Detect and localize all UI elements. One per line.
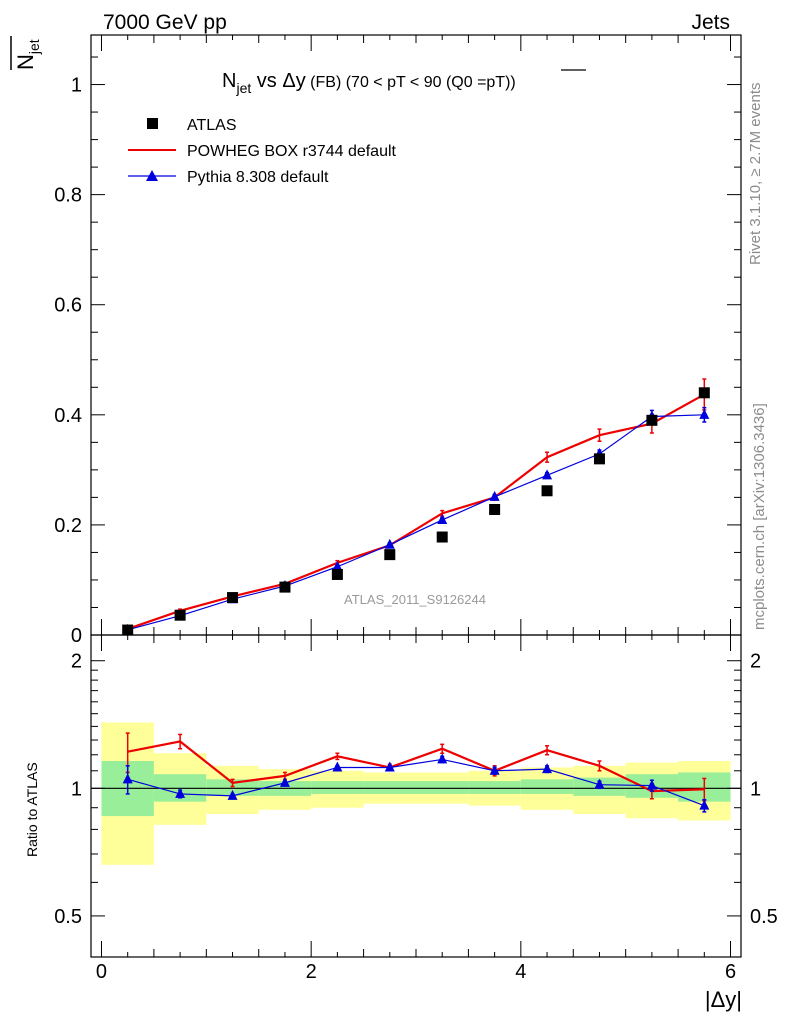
svg-text:Njet: Njet bbox=[13, 39, 42, 70]
title-over: pT bbox=[486, 74, 505, 91]
title-end: )) bbox=[505, 74, 516, 91]
ratio-pythia-point bbox=[699, 799, 710, 810]
atlas-point bbox=[489, 503, 501, 515]
ratio-pythia-point bbox=[489, 764, 500, 775]
atlas-point bbox=[331, 568, 343, 580]
y-label-main: N bbox=[13, 54, 38, 70]
pythia-point bbox=[489, 490, 500, 501]
x-tick-label: 2 bbox=[306, 961, 317, 983]
main-y-tick-label: 0.2 bbox=[54, 515, 82, 537]
axes: 0 0.2 0.4 0.6 0.8 1 0.5 0.5 1 1 2 2 0 2 4 6 bbox=[54, 34, 778, 983]
atlas-point bbox=[541, 485, 553, 497]
ratio-pythia-point bbox=[332, 761, 343, 772]
legend-pythia-marker bbox=[146, 170, 158, 181]
mcplots-source-label: mcplots.cern.ch [arXiv:1306.3436] bbox=[751, 403, 768, 630]
title-vs: vs bbox=[251, 70, 282, 92]
ratio-panel-series bbox=[122, 732, 710, 813]
pythia-point bbox=[332, 560, 343, 571]
rivet-version-label: Rivet 3.1.10, ≥ 2.7M events bbox=[747, 83, 764, 266]
ratio-y-axis-label: Ratio to ATLAS bbox=[24, 762, 40, 857]
ratio-y-tick-label-left: 0.5 bbox=[54, 906, 82, 928]
ratio-band-inner bbox=[416, 781, 469, 794]
y-label-sub: jet bbox=[26, 39, 42, 55]
plot-title: Njet vs Δy (FB) (70 < pT < 90 (Q0 =pT)) bbox=[222, 69, 586, 96]
ratio-band-inner bbox=[206, 779, 259, 796]
main-y-tick-label: 1 bbox=[71, 75, 82, 97]
atlas-point bbox=[698, 387, 710, 399]
legend-atlas-label: ATLAS bbox=[187, 117, 237, 134]
main-y-axis-label: Njet bbox=[10, 36, 42, 70]
ratio-pythia-point bbox=[384, 761, 395, 772]
pythia-point bbox=[699, 408, 710, 419]
ratio-y-tick-label-left: 2 bbox=[71, 651, 82, 673]
main-y-tick-label: 0.6 bbox=[54, 295, 82, 317]
legend-pythia-label: Pythia 8.308 default bbox=[187, 169, 329, 186]
x-tick-label: 4 bbox=[515, 961, 526, 983]
ratio-y-tick-label-right: 1 bbox=[750, 778, 761, 800]
pythia-point bbox=[542, 469, 553, 480]
process-label: Jets bbox=[691, 11, 730, 34]
legend-powheg-label: POWHEG BOX r3744 default bbox=[187, 143, 397, 160]
x-tick-label: 6 bbox=[725, 961, 736, 983]
svg-text:Njet vs Δy (FB) (70 < pT < 90: Njet vs Δy (FB) (70 < pT < 90 (Q0 =pT)) bbox=[222, 70, 516, 96]
ratio-pythia-point bbox=[279, 776, 290, 787]
legend-atlas-marker bbox=[147, 118, 158, 129]
ratio-pythia-point bbox=[594, 778, 605, 789]
ratio-band-inner bbox=[520, 779, 574, 794]
ratio-band-inner bbox=[363, 781, 416, 794]
powheg-line bbox=[127, 393, 705, 630]
pythia-point bbox=[384, 538, 395, 549]
pythia-point bbox=[437, 513, 448, 524]
analysis-watermark: ATLAS_2011_S9126244 bbox=[344, 592, 486, 607]
title-var: Δy bbox=[282, 70, 305, 92]
atlas-point bbox=[646, 414, 658, 426]
ratio-pythia-point bbox=[646, 779, 657, 790]
title-rest: (FB) (70 < pT < 90 (Q0 = bbox=[306, 74, 487, 91]
legend: ATLAS POWHEG BOX r3744 default Pythia 8.… bbox=[128, 117, 397, 186]
ratio-band-inner bbox=[311, 781, 364, 794]
x-axis-label: |Δy| bbox=[705, 987, 742, 1012]
title-main: N bbox=[222, 70, 236, 92]
atlas-point bbox=[174, 609, 186, 621]
main-y-tick-label: 0.8 bbox=[54, 185, 82, 207]
ratio-pythia-point bbox=[437, 753, 448, 764]
energy-label: 7000 GeV pp bbox=[103, 11, 227, 34]
x-tick-label: 0 bbox=[96, 961, 107, 983]
atlas-point bbox=[593, 453, 605, 465]
main-y-tick-label: 0.4 bbox=[54, 405, 82, 427]
ratio-pythia-point bbox=[227, 789, 238, 800]
ratio-y-tick-label-right: 0.5 bbox=[750, 906, 778, 928]
main-y-tick-label: 0 bbox=[71, 625, 82, 647]
ratio-y-tick-label-right: 2 bbox=[750, 651, 761, 673]
atlas-point bbox=[227, 592, 239, 604]
atlas-point bbox=[384, 549, 396, 561]
pythia-line bbox=[127, 414, 705, 631]
atlas-point bbox=[279, 581, 291, 593]
ratio-band-inner bbox=[468, 781, 521, 794]
atlas-point bbox=[436, 531, 448, 543]
ratio-pythia-point bbox=[542, 763, 553, 774]
main-panel-series bbox=[122, 378, 710, 636]
ratio-pythia-point bbox=[175, 787, 186, 798]
title-sub: jet bbox=[235, 80, 251, 96]
ratio-pythia-line bbox=[127, 758, 705, 807]
ratio-powheg-line bbox=[127, 740, 705, 793]
ratio-y-tick-label-left: 1 bbox=[71, 778, 82, 800]
ratio-pythia-point bbox=[122, 773, 133, 784]
